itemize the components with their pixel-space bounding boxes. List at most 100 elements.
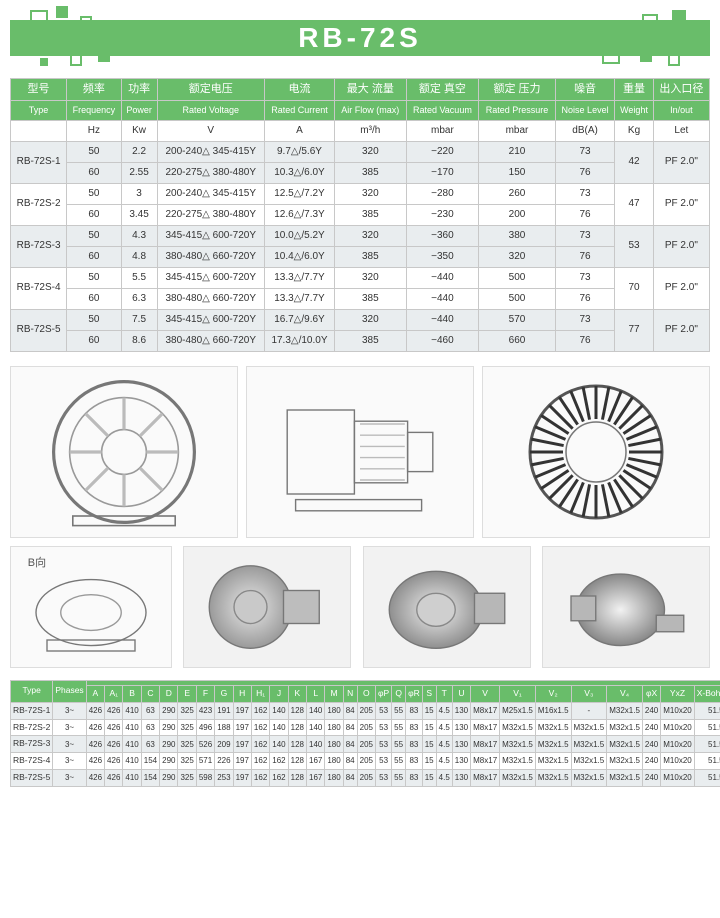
cell-pressure: 660 xyxy=(479,330,556,351)
dim-col: A₁ xyxy=(105,685,123,702)
cell-airflow: 385 xyxy=(334,330,406,351)
dim-cell: 63 xyxy=(141,719,159,736)
dim-cell: 4.5 xyxy=(436,702,452,719)
dim-cell: M32x1.5 xyxy=(535,769,571,786)
cell-airflow: 320 xyxy=(334,141,406,162)
col-type: 型号 xyxy=(11,79,67,101)
dim-cell: 325 xyxy=(178,702,196,719)
dim-col: G xyxy=(215,685,233,702)
dim-cell: M32x1.5 xyxy=(571,769,607,786)
cell-voltage: 380-480△ 660-720Y xyxy=(157,246,264,267)
dim-cell: 128 xyxy=(288,769,306,786)
dim-cell: 84 xyxy=(343,736,357,753)
product-photo xyxy=(363,546,531,668)
spec-row: RB-72S-1502.2200-240△ 345-415Y9.7△/5.6Y3… xyxy=(11,141,710,162)
cell-pressure: 210 xyxy=(479,141,556,162)
blower-photo-icon xyxy=(551,552,701,662)
dim-cell: 84 xyxy=(343,753,357,770)
spec-table: 型号 频率 功率 额定电压 电流 最大 流量 额定 真空 额定 压力 噪音 重量… xyxy=(10,78,710,352)
dim-cell: 140 xyxy=(270,736,288,753)
dim-col: H xyxy=(233,685,251,702)
dim-cell: M8x17 xyxy=(471,702,500,719)
dim-cell: 205 xyxy=(357,719,375,736)
col-type-en: Type xyxy=(11,101,67,121)
dim-cell: 53 xyxy=(375,753,391,770)
cell-freq: 50 xyxy=(67,225,122,246)
dim-cell: 240 xyxy=(642,753,660,770)
cell-voltage: 200-240△ 345-415Y xyxy=(157,183,264,204)
cell-freq: 60 xyxy=(67,204,122,225)
dim-cell: 325 xyxy=(178,736,196,753)
dim-cell: 83 xyxy=(406,702,423,719)
dim-cell: 4.5 xyxy=(436,753,452,770)
dim-col-phases: Phases xyxy=(53,680,86,702)
dim-cell: M32x1.5 xyxy=(535,753,571,770)
dim-cell: 325 xyxy=(178,719,196,736)
col-voltage: 额定电压 xyxy=(157,79,264,101)
dim-cell: 53 xyxy=(375,702,391,719)
dim-cell: 197 xyxy=(233,753,251,770)
spec-head-cn: 型号 频率 功率 额定电压 电流 最大 流量 额定 真空 额定 压力 噪音 重量… xyxy=(11,79,710,101)
cell-voltage: 380-480△ 660-720Y xyxy=(157,330,264,351)
unit-freq: Hz xyxy=(67,120,122,141)
dim-cell: 140 xyxy=(270,719,288,736)
dim-cell: M32x1.5 xyxy=(571,719,607,736)
dim-cell: 167 xyxy=(307,753,325,770)
cell-airflow: 385 xyxy=(334,204,406,225)
dim-cell: M10x20 xyxy=(661,719,694,736)
dim-cell: 140 xyxy=(307,736,325,753)
dim-cell: M16x1.5 xyxy=(535,702,571,719)
col-airflow: 最大 流量 xyxy=(334,79,406,101)
dim-cell: M25x1.5 xyxy=(500,702,536,719)
cell-current: 12.6△/7.3Y xyxy=(264,204,334,225)
col-inout: 出入口径 xyxy=(653,79,709,101)
dim-cell: 426 xyxy=(86,753,104,770)
cell-weight: 53 xyxy=(615,225,653,267)
cell-noise: 76 xyxy=(555,246,615,267)
dim-cell: 205 xyxy=(357,736,375,753)
dim-cell: 15 xyxy=(422,769,436,786)
dim-cell: 197 xyxy=(233,719,251,736)
dim-cell-phases: 3~ xyxy=(53,769,86,786)
drawing-front xyxy=(10,366,238,538)
dim-cell: 410 xyxy=(123,769,141,786)
dim-cell: 290 xyxy=(160,702,178,719)
dim-cell: 154 xyxy=(141,769,159,786)
dim-cell: 130 xyxy=(452,719,470,736)
unit-inout: Let xyxy=(653,120,709,141)
dim-cell: M32x1.5 xyxy=(500,769,536,786)
dim-cell: 426 xyxy=(86,736,104,753)
spec-row: 604.8380-480△ 660-720Y10.4△/6.0Y385−3503… xyxy=(11,246,710,267)
col-freq: 频率 xyxy=(67,79,122,101)
dim-cell: 290 xyxy=(160,719,178,736)
dim-cell: M32x1.5 xyxy=(607,719,643,736)
dim-cell-phases: 3~ xyxy=(53,736,86,753)
dim-cell: 15 xyxy=(422,702,436,719)
dim-col: YxZ xyxy=(661,685,694,702)
cell-airflow: 320 xyxy=(334,183,406,204)
dim-col: N xyxy=(343,685,357,702)
cell-freq: 60 xyxy=(67,162,122,183)
dim-cell: M32x1.5 xyxy=(500,753,536,770)
cell-airflow: 385 xyxy=(334,162,406,183)
cell-airflow: 320 xyxy=(334,225,406,246)
dim-cell: 84 xyxy=(343,719,357,736)
dim-cell: 197 xyxy=(233,736,251,753)
dim-col: A xyxy=(86,685,104,702)
dim-cell: 51.5/171.5/291.5 xyxy=(694,753,720,770)
bottom-view-icon: B向 xyxy=(21,552,161,662)
drawing-side xyxy=(246,366,474,538)
dim-cell: 426 xyxy=(105,769,123,786)
dim-cell: 191 xyxy=(215,702,233,719)
cell-airflow: 385 xyxy=(334,246,406,267)
dim-cell: 140 xyxy=(307,702,325,719)
col-vacuum-en: Rated Vacuum xyxy=(406,101,479,121)
dim-cell-type: RB-72S-2 xyxy=(11,719,53,736)
cell-voltage: 220-275△ 380-480Y xyxy=(157,162,264,183)
dim-cell: 180 xyxy=(325,753,343,770)
dim-head-row2: AA₁BCDEFGHH₁JKLMNOφPQφRSTUVV₁V₂V₃V₄φXYxZ… xyxy=(11,685,720,702)
col-current: 电流 xyxy=(264,79,334,101)
cell-type: RB-72S-2 xyxy=(11,183,67,225)
col-airflow-en: Air Flow (max) xyxy=(334,101,406,121)
product-photo xyxy=(542,546,710,668)
